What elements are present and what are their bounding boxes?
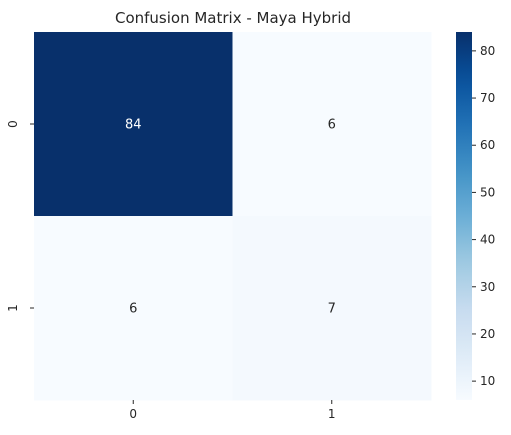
cell-value-label: 84 <box>125 118 142 133</box>
colorbar-tick-label: 10 <box>480 374 495 388</box>
y-axis: 01 <box>6 120 34 312</box>
colorbar-tick-label: 50 <box>480 185 495 199</box>
cell-value-label: 6 <box>129 302 137 317</box>
cell-value-label: 6 <box>328 118 336 133</box>
x-tick-label: 0 <box>129 407 137 421</box>
y-tick-label: 0 <box>6 120 20 128</box>
cell-value-label: 7 <box>328 302 336 317</box>
y-tick-label: 1 <box>6 304 20 312</box>
colorbar-tick-label: 70 <box>480 91 495 105</box>
colorbar-ticks: 10 20 30 40 50 60 70 80 <box>472 44 495 388</box>
heatmap-cell-0-0 <box>34 32 233 217</box>
colorbar <box>456 32 472 400</box>
colorbar-tick-label: 60 <box>480 138 495 152</box>
colorbar-tick-label: 40 <box>480 233 495 247</box>
heatmap-cell-0-1 <box>232 32 432 217</box>
colorbar-tick-label: 80 <box>480 44 495 58</box>
heatmap-cell-1-1 <box>232 216 432 401</box>
colorbar-tick-label: 20 <box>480 327 495 341</box>
chart-title: Confusion Matrix - Maya Hybrid <box>115 9 351 27</box>
x-tick-label: 1 <box>328 407 336 421</box>
heatmap-cell-1-0 <box>34 216 233 401</box>
colorbar-tick-label: 30 <box>480 280 495 294</box>
heatmap-cell-labels: 84 6 6 7 <box>125 118 336 317</box>
heatmap-cells <box>34 32 432 401</box>
